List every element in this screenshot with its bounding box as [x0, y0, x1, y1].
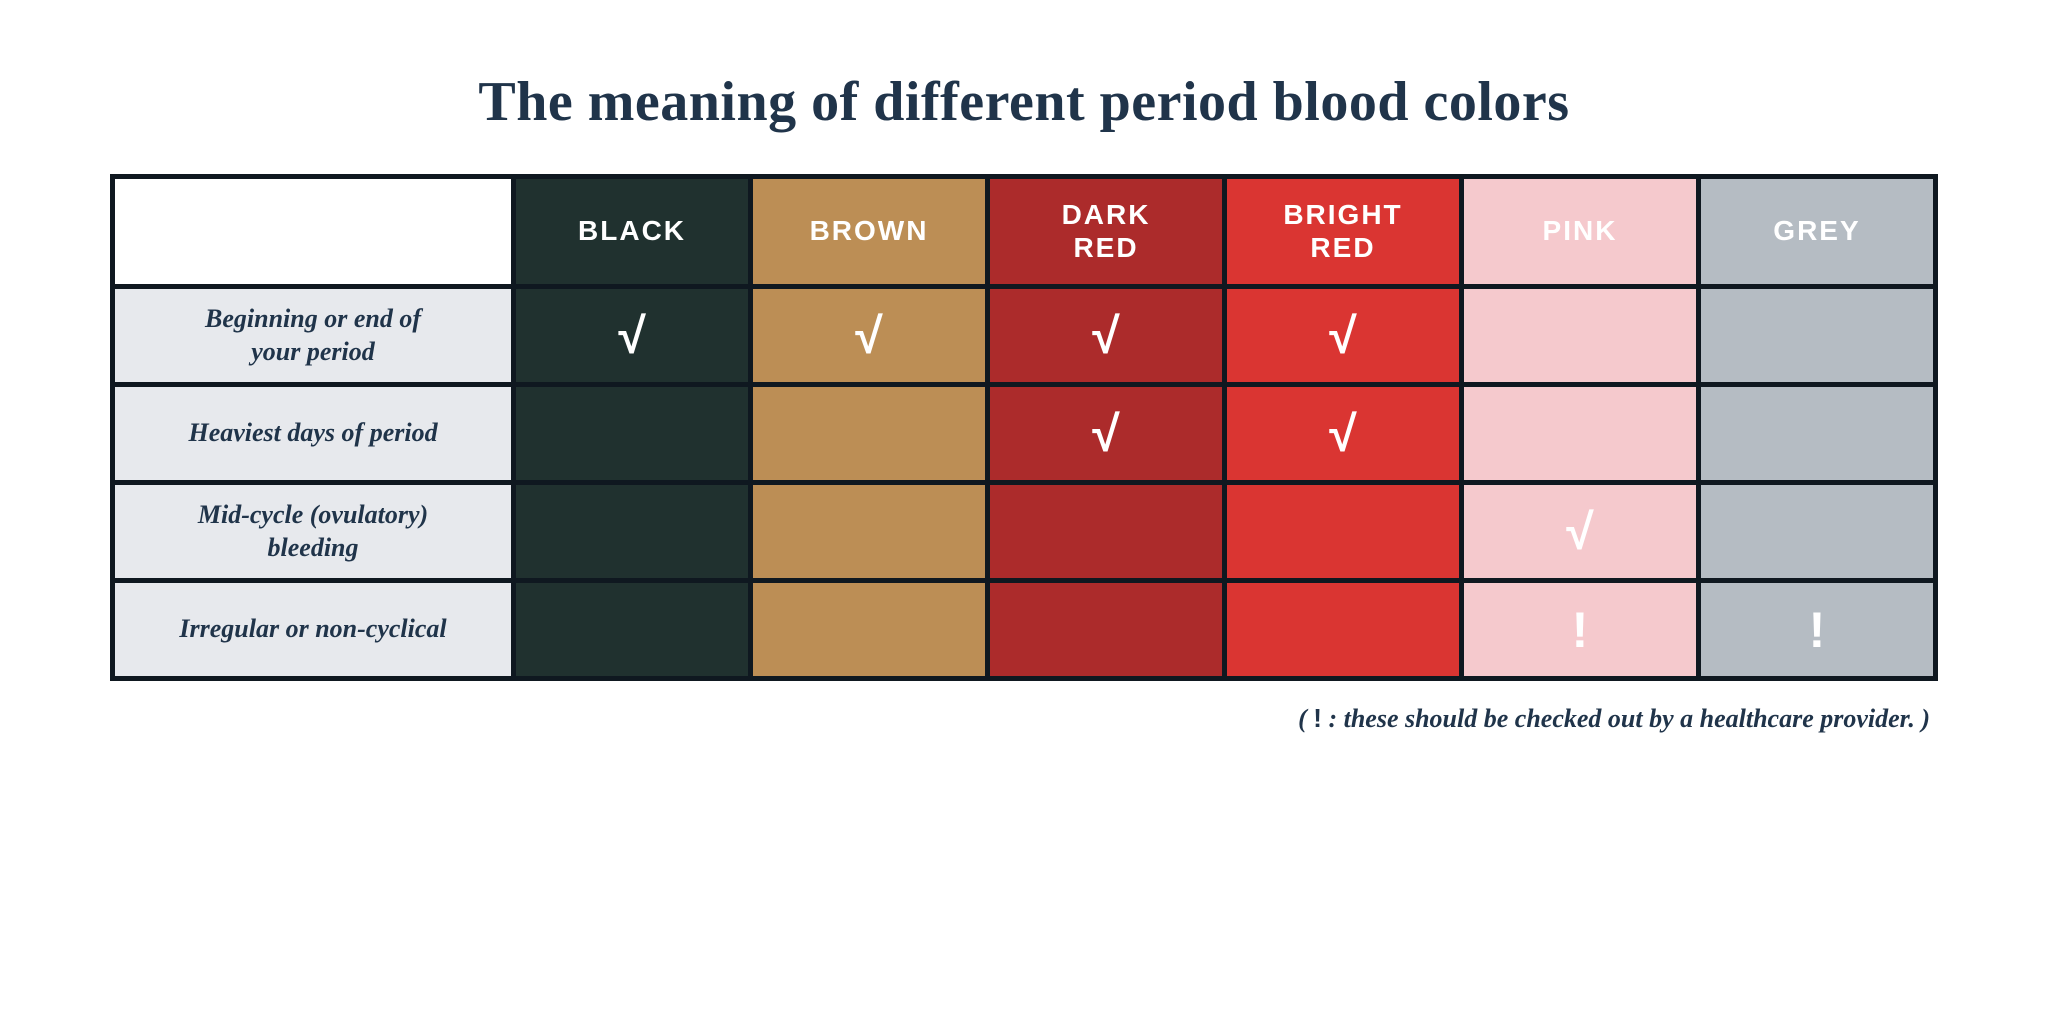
column-header: PINK — [1461, 177, 1698, 287]
column-header: BROWN — [751, 177, 988, 287]
check-icon: √ — [1092, 406, 1119, 462]
warn-icon: ! — [1313, 703, 1322, 733]
table-cell: √ — [1225, 385, 1462, 483]
row-header: Mid-cycle (ovulatory)bleeding — [113, 483, 514, 581]
table-cell — [751, 581, 988, 679]
row-header: Irregular or non-cyclical — [113, 581, 514, 679]
table-cell: ! — [1461, 581, 1698, 679]
warn-icon: ! — [1809, 602, 1826, 658]
table-cell — [988, 581, 1225, 679]
table-cell — [1698, 385, 1935, 483]
table-cell: ! — [1698, 581, 1935, 679]
blood-color-table: BLACKBROWNDARKREDBRIGHTREDPINKGREY Begin… — [110, 174, 1938, 681]
footnote-prefix: ( — [1298, 704, 1313, 733]
table-cell: √ — [1461, 483, 1698, 581]
table-cell — [1225, 483, 1462, 581]
table-cell — [1461, 287, 1698, 385]
footnote: ( ! : these should be checked out by a h… — [110, 703, 1938, 734]
table-row: Mid-cycle (ovulatory)bleeding √ — [113, 483, 1936, 581]
column-header: BLACK — [514, 177, 751, 287]
table-cell — [1698, 483, 1935, 581]
table-cell — [514, 385, 751, 483]
table-cell: √ — [751, 287, 988, 385]
table-row: Beginning or end ofyour period √ √ √ √ — [113, 287, 1936, 385]
check-icon: √ — [1329, 406, 1356, 462]
table-cell — [1698, 287, 1935, 385]
row-header: Heaviest days of period — [113, 385, 514, 483]
table-cell — [988, 483, 1225, 581]
table-cell — [1461, 385, 1698, 483]
check-icon: √ — [1329, 308, 1356, 364]
column-header: GREY — [1698, 177, 1935, 287]
chart-title: The meaning of different period blood co… — [110, 70, 1938, 134]
check-icon: √ — [618, 308, 645, 364]
table-cell — [751, 483, 988, 581]
table-cell: √ — [988, 287, 1225, 385]
table-cell — [514, 483, 751, 581]
table-cell: √ — [1225, 287, 1462, 385]
footnote-text: : these should be checked out by a healt… — [1322, 704, 1930, 733]
row-header: Beginning or end ofyour period — [113, 287, 514, 385]
column-header: BRIGHTRED — [1225, 177, 1462, 287]
column-header: DARKRED — [988, 177, 1225, 287]
table-row: Irregular or non-cyclical!! — [113, 581, 1936, 679]
check-icon: √ — [1566, 504, 1593, 560]
table-cell — [1225, 581, 1462, 679]
check-icon: √ — [1092, 308, 1119, 364]
table-cell — [751, 385, 988, 483]
table-cell — [514, 581, 751, 679]
warn-icon: ! — [1572, 602, 1589, 658]
corner-cell — [113, 177, 514, 287]
table-cell: √ — [514, 287, 751, 385]
table-cell: √ — [988, 385, 1225, 483]
table-row: Heaviest days of period √ √ — [113, 385, 1936, 483]
check-icon: √ — [855, 308, 882, 364]
